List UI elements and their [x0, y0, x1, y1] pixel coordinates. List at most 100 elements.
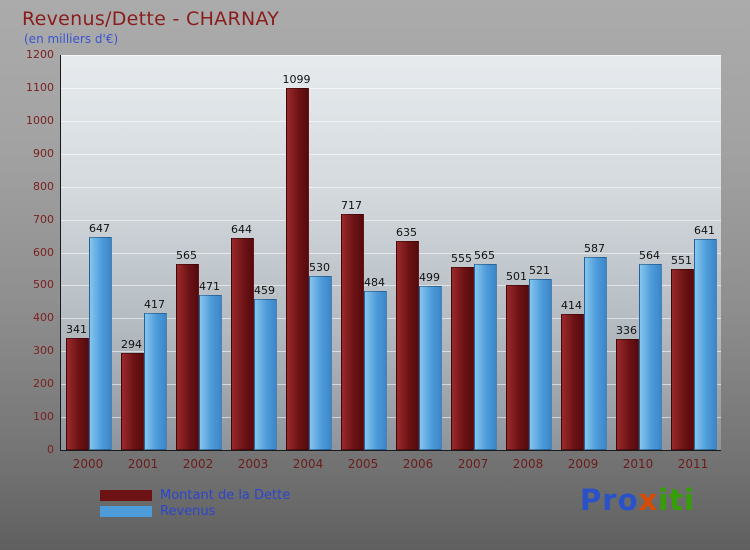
- gridline: [61, 384, 721, 386]
- bar-value-label: 336: [616, 324, 637, 338]
- bar-revenus-2003: [253, 298, 277, 450]
- chart-subtitle: (en milliers d'€): [24, 32, 119, 46]
- bar-value-label: 484: [364, 275, 385, 289]
- y-tick-label: 900: [33, 146, 54, 160]
- y-tick-label: 100: [33, 410, 54, 424]
- bar-dette-2000: [65, 337, 89, 450]
- y-tick-label: 600: [33, 245, 54, 259]
- bar-dette-2003: [230, 238, 254, 450]
- legend-item-dette: Montant de la Dette: [100, 487, 290, 503]
- bar-value-label: 471: [199, 279, 220, 293]
- y-tick-label: 500: [33, 278, 54, 292]
- bar-value-label: 521: [529, 263, 550, 277]
- bar-value-label: 341: [66, 322, 87, 336]
- plot-area: [60, 55, 721, 451]
- y-tick-label: 0: [47, 443, 54, 456]
- bar-dette-2007: [450, 267, 474, 450]
- bar-value-label: 551: [671, 253, 692, 267]
- bar-dette-2011: [670, 268, 694, 450]
- gridline: [61, 351, 721, 353]
- bar-dette-2002: [175, 264, 199, 450]
- gridline: [61, 120, 721, 122]
- bar-value-label: 417: [144, 297, 165, 311]
- y-tick-label: 800: [33, 179, 54, 193]
- bar-value-label: 294: [121, 338, 142, 352]
- bar-value-label: 647: [89, 222, 110, 236]
- bar-value-label: 1099: [282, 73, 311, 87]
- y-tick-label: 300: [33, 344, 54, 358]
- y-tick-label: 400: [33, 311, 54, 325]
- bar-revenus-2010: [638, 264, 662, 450]
- logo-letter: r: [602, 483, 618, 517]
- bar-revenus-2004: [308, 275, 332, 450]
- y-tick-label: 700: [33, 212, 54, 226]
- logo-letter: i: [658, 483, 670, 517]
- gridline: [61, 219, 721, 221]
- bar-value-label: 501: [506, 270, 527, 284]
- gridline: [61, 252, 721, 254]
- x-tick-label-2009: 2009: [567, 457, 599, 471]
- bar-revenus-2001: [143, 312, 167, 450]
- logo-letter: i: [684, 483, 695, 517]
- x-tick-label-2006: 2006: [402, 457, 434, 471]
- x-tick-label-2003: 2003: [237, 457, 269, 471]
- bar-value-label: 635: [396, 225, 417, 239]
- logo-letter: P: [579, 483, 603, 517]
- x-tick-label-2011: 2011: [677, 457, 709, 471]
- bar-dette-2001: [120, 353, 144, 450]
- x-tick-label-2008: 2008: [512, 457, 544, 471]
- bar-dette-2004: [285, 88, 309, 450]
- bar-revenus-2009: [583, 256, 607, 450]
- chart-title: Revenus/Dette - CHARNAY: [22, 8, 280, 30]
- gridline: [61, 153, 721, 155]
- logo-letter: x: [638, 483, 659, 517]
- bar-dette-2006: [395, 240, 419, 450]
- x-tick-label-2000: 2000: [72, 457, 104, 471]
- gridline: [61, 186, 721, 188]
- bar-value-label: 564: [639, 249, 660, 263]
- legend: Montant de la Dette Revenus: [100, 487, 290, 519]
- bar-revenus-2002: [198, 294, 222, 450]
- bar-value-label: 644: [231, 223, 252, 237]
- y-tick-label: 200: [33, 377, 54, 391]
- bar-value-label: 530: [309, 260, 330, 274]
- legend-label-dette: Montant de la Dette: [160, 487, 291, 503]
- gridline: [61, 285, 721, 287]
- bar-value-label: 414: [561, 298, 582, 312]
- bar-value-label: 459: [254, 283, 275, 297]
- bar-revenus-2011: [693, 239, 717, 450]
- bar-revenus-2008: [528, 278, 552, 450]
- x-tick-label-2005: 2005: [347, 457, 379, 471]
- legend-label-revenus: Revenus: [160, 503, 216, 519]
- bar-revenus-2005: [363, 290, 387, 450]
- x-tick-label-2007: 2007: [457, 457, 489, 471]
- gridline: [61, 87, 721, 89]
- bar-value-label: 587: [584, 241, 605, 255]
- bar-revenus-2000: [88, 237, 112, 450]
- bar-value-label: 499: [419, 270, 440, 284]
- bar-dette-2005: [340, 214, 364, 450]
- bar-value-label: 565: [474, 249, 495, 263]
- bar-dette-2010: [615, 339, 639, 450]
- gridline: [61, 417, 721, 419]
- gridline: [61, 55, 721, 56]
- y-tick-label: 1100: [26, 80, 54, 94]
- bar-value-label: 641: [694, 224, 715, 237]
- bar-revenus-2007: [473, 264, 497, 450]
- x-tick-label-2001: 2001: [127, 457, 159, 471]
- x-tick-label-2002: 2002: [182, 457, 214, 471]
- bar-revenus-2006: [418, 285, 442, 450]
- legend-swatch-revenus: [100, 505, 152, 517]
- bar-value-label: 555: [451, 252, 472, 266]
- legend-swatch-dette: [100, 489, 152, 501]
- legend-item-revenus: Revenus: [100, 503, 290, 519]
- logo-letter: t: [669, 483, 685, 517]
- logo-letter: o: [617, 483, 639, 517]
- bar-value-label: 717: [341, 198, 362, 212]
- bar-dette-2008: [505, 285, 529, 450]
- x-tick-label-2004: 2004: [292, 457, 324, 471]
- proxiti-logo: Proxiti: [580, 483, 695, 517]
- x-tick-label-2010: 2010: [622, 457, 654, 471]
- y-tick-label: 1000: [26, 113, 54, 127]
